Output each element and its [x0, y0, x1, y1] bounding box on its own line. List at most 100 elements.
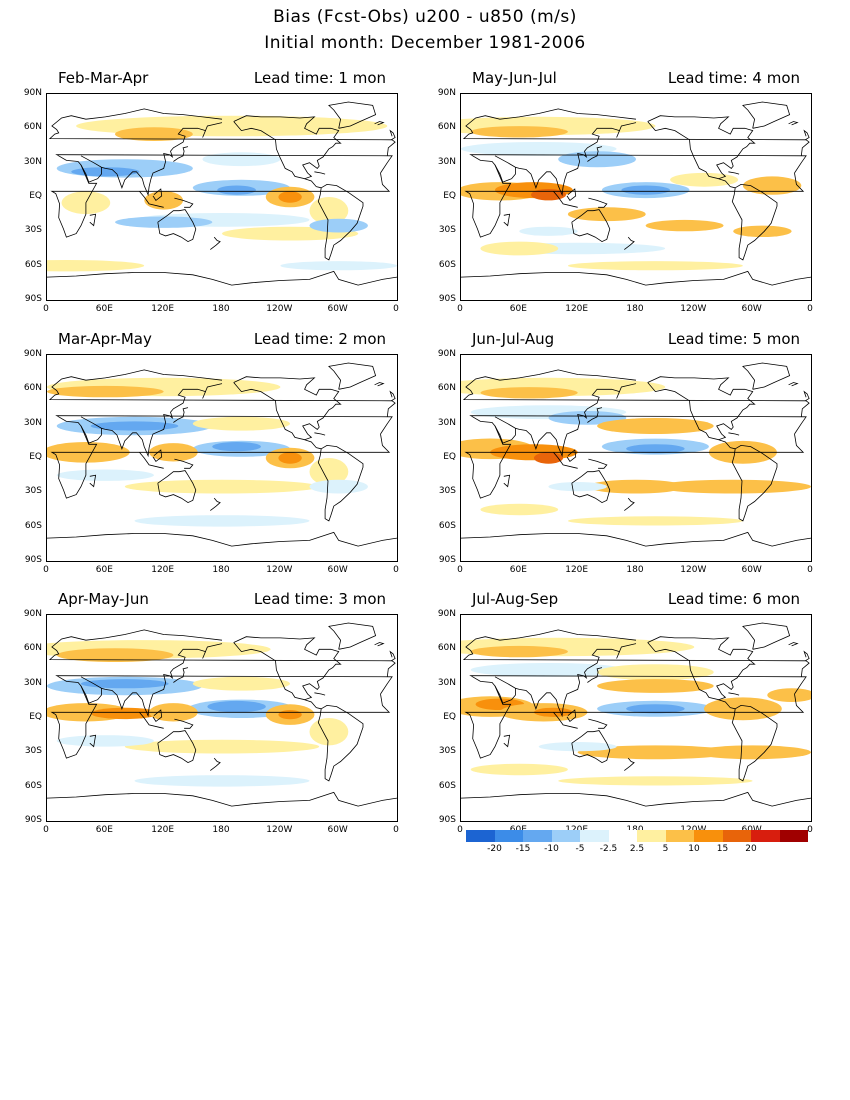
coastline [731, 183, 778, 261]
lon-tick-label: 0 [43, 825, 49, 835]
coastline [80, 383, 223, 458]
coastline [210, 497, 221, 511]
coastline [624, 497, 635, 511]
coastline [80, 164, 102, 183]
lat-tick-label: 90N [23, 88, 42, 98]
coastline [494, 685, 516, 704]
bias-region [134, 515, 310, 527]
bias-region [115, 127, 193, 141]
lon-tick-label: 0 [807, 825, 813, 835]
bias-region [309, 218, 368, 233]
coastline [647, 115, 756, 180]
coastline [317, 704, 364, 782]
lat-tick-label: EQ [443, 452, 456, 462]
lat-tick-label: 30N [437, 156, 456, 167]
bias-region [626, 704, 685, 714]
bias-map [461, 362, 811, 547]
coastline [47, 270, 397, 286]
lat-tick-label: 90N [437, 88, 456, 98]
figure-subtitle: Initial month: December 1981-2006 [264, 33, 586, 53]
lat-tick-label: EQ [443, 191, 456, 201]
bias-region [115, 216, 213, 228]
coastline [233, 636, 342, 701]
colorbar-label: 15 [716, 844, 729, 854]
lon-tick-label: 120W [680, 565, 707, 575]
bias-region [597, 664, 714, 681]
coastline [304, 439, 322, 450]
lat-tick-label: 60S [438, 520, 456, 531]
lon-tick-label: 120W [266, 304, 293, 314]
coastline [728, 432, 740, 436]
lon-tick-label: 0 [393, 565, 399, 575]
lon-tick-label: 0 [457, 304, 463, 314]
bias-region [597, 679, 714, 693]
coastline [389, 129, 396, 141]
coastline [89, 474, 97, 488]
bias-region [81, 679, 169, 689]
bias-map [461, 622, 811, 807]
coastline [374, 121, 385, 126]
coastline [588, 718, 608, 729]
coastline [314, 432, 326, 436]
lon-tick-label: 120W [266, 825, 293, 835]
lat-tick-label: 60S [24, 780, 42, 791]
coastline [462, 629, 810, 677]
coastline [788, 121, 799, 126]
panel-season: Mar-Apr-May [58, 330, 152, 348]
colorbar-swatches [466, 830, 808, 842]
colorbar-swatch [722, 830, 751, 842]
coastline [494, 425, 516, 444]
lon-tick-label: 180 [212, 304, 230, 314]
lat-tick-label: 30S [438, 746, 456, 757]
lat-tick-label: 60N [23, 643, 42, 654]
coastline [624, 236, 635, 250]
coastline [731, 704, 778, 782]
panel-header: Apr-May-Jun Lead time: 3 mon [46, 590, 398, 610]
colorbar-swatch [665, 830, 694, 842]
lat-tick-label: 60N [437, 643, 456, 654]
coastline [314, 692, 326, 696]
coastline [157, 730, 197, 764]
coastline [174, 718, 194, 729]
coastline [461, 531, 811, 547]
panel-header: Mar-Apr-May Lead time: 2 mon [46, 330, 398, 350]
bias-region [278, 710, 302, 720]
bias-region [309, 718, 349, 746]
lon-tick-label: 0 [807, 565, 813, 575]
bias-region [548, 411, 627, 425]
coastline [803, 650, 810, 662]
coastline [464, 154, 807, 238]
bias-region [124, 479, 320, 494]
bias-region [567, 261, 743, 271]
coastline [80, 425, 102, 444]
lon-tick-label: 0 [457, 565, 463, 575]
coastline [152, 188, 163, 201]
coastline [571, 730, 611, 764]
coastline [173, 146, 189, 162]
panel-lead-time: Lead time: 4 mon [667, 69, 800, 87]
panel-header: Jul-Aug-Sep Lead time: 6 mon [460, 590, 812, 610]
bias-region [694, 745, 811, 760]
lon-tick-label: 60E [95, 304, 113, 314]
bias-region [47, 260, 145, 272]
map-frame [460, 614, 812, 822]
panel-header: May-Jun-Jul Lead time: 4 mon [460, 69, 812, 89]
colorbar-label: 20 [745, 844, 757, 854]
coastline [314, 171, 326, 175]
coastline [152, 709, 163, 722]
bias-region [56, 469, 154, 481]
colorbar-label: -15 [515, 844, 531, 854]
lon-tick-label: 120E [151, 565, 175, 575]
bias-map [47, 362, 397, 547]
map-panel: Jun-Jul-Aug Lead time: 5 mon 90N 60N 30N EQ 30… [438, 330, 813, 575]
bias-region [670, 172, 739, 187]
coastline [566, 709, 577, 722]
colorbar-swatch [466, 830, 495, 842]
colorbar-label: -10 [544, 844, 559, 854]
coastline [50, 415, 393, 499]
coastline [571, 209, 611, 243]
coastline [139, 712, 164, 729]
coastline [328, 101, 377, 129]
bias-region [90, 421, 179, 431]
colorbar-label: 5 [662, 844, 669, 854]
